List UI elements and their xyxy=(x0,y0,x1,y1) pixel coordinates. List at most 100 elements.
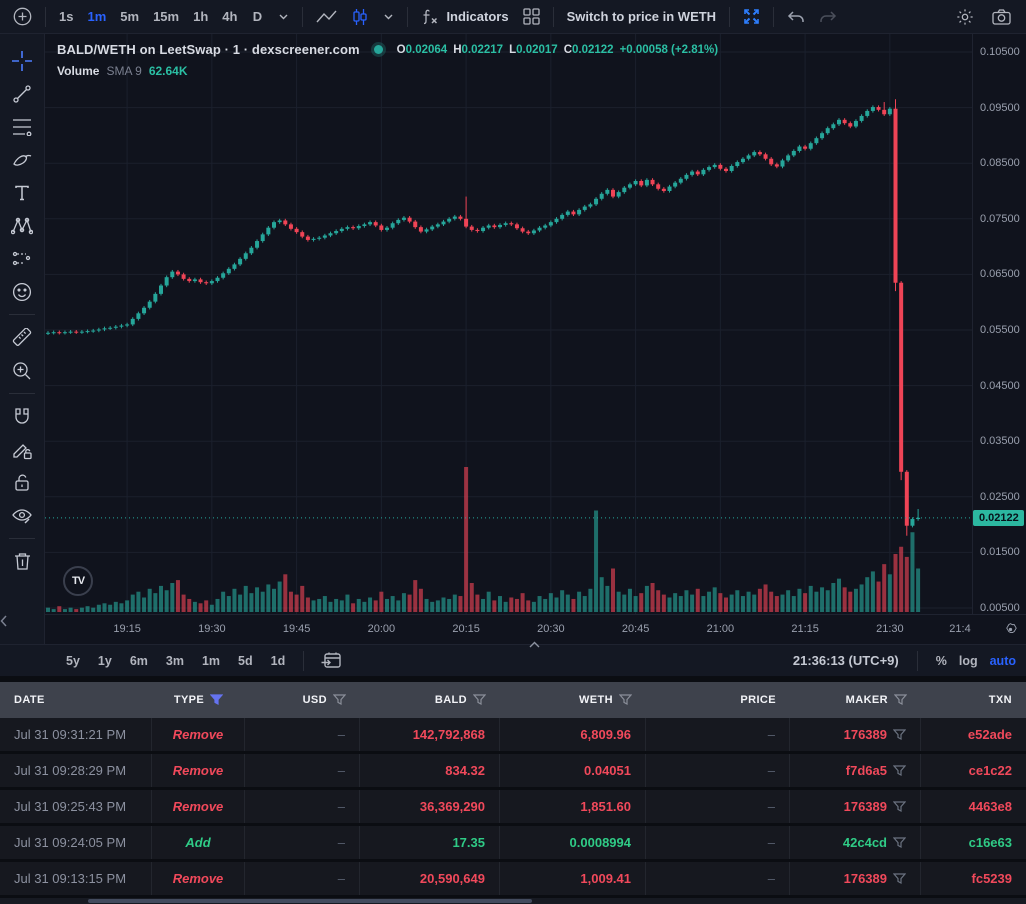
tradingview-logo[interactable]: TV xyxy=(63,566,93,596)
range-1y-button[interactable]: 1y xyxy=(97,653,112,668)
filter-funnel-icon[interactable] xyxy=(893,764,906,777)
timeframe-D[interactable]: D xyxy=(252,9,263,24)
percent-scale-button[interactable]: % xyxy=(935,653,947,668)
filter-funnel-icon[interactable] xyxy=(894,694,907,706)
column-header-bald[interactable]: BALD xyxy=(360,682,500,718)
go-to-date-button[interactable] xyxy=(314,648,348,674)
column-header-usd[interactable]: USD xyxy=(245,682,360,718)
range-5d-button[interactable]: 5d xyxy=(238,653,253,668)
price-axis-label: 0.01500 xyxy=(980,546,1020,559)
transactions-table: DATE TYPE USD BALD WETH PRICE MAKER TXN Jul 31 … xyxy=(0,677,1026,904)
ruler-tool[interactable] xyxy=(5,321,39,354)
column-header-type[interactable]: TYPE xyxy=(152,682,245,718)
table-row[interactable]: Jul 31 09:13:15 PM Remove – 20,590,649 1,009… xyxy=(0,862,1026,895)
filter-funnel-icon[interactable] xyxy=(893,872,906,885)
price-axis[interactable]: 0.10500 0.09500 0.08500 0.07500 0.06500 0.055… xyxy=(972,34,1026,614)
session-clock[interactable]: 21:36:13 (UTC+9) xyxy=(792,653,899,668)
chart-style-menu-button[interactable] xyxy=(375,4,401,30)
log-scale-button[interactable]: log xyxy=(958,653,978,668)
filter-funnel-icon[interactable] xyxy=(619,694,632,706)
range-1m-button[interactable]: 1m xyxy=(201,653,221,668)
emoji-tool[interactable] xyxy=(5,275,39,308)
cell-price: – xyxy=(767,871,775,886)
range-5y-button[interactable]: 5y xyxy=(66,653,80,668)
indicators-button[interactable]: Indicators xyxy=(414,4,515,30)
hide-drawings-tool[interactable] xyxy=(5,499,39,532)
chart-style-line-button[interactable] xyxy=(309,4,345,30)
time-axis[interactable]: 19:15 19:30 19:45 20:00 20:15 20:30 20:45 21:00… xyxy=(45,614,1026,644)
column-label: TXN xyxy=(988,694,1012,706)
fullscreen-button[interactable] xyxy=(736,4,767,30)
indicator-name: Volume xyxy=(57,64,100,78)
table-row[interactable]: Jul 31 09:31:21 PM Remove – 142,792,868 6,80… xyxy=(0,718,1026,751)
column-header-price[interactable]: PRICE xyxy=(646,682,790,718)
cell-txn[interactable]: e52ade xyxy=(967,727,1012,742)
trend-line-tool[interactable] xyxy=(5,77,39,110)
zoom-in-tool[interactable] xyxy=(5,354,39,387)
scroll-left-chevron[interactable] xyxy=(0,610,10,632)
timeframe-1m[interactable]: 1m xyxy=(87,9,107,24)
layout-grid-button[interactable] xyxy=(516,4,547,30)
column-header-weth[interactable]: WETH xyxy=(500,682,646,718)
timeframe-1s[interactable]: 1s xyxy=(59,9,74,24)
table-row[interactable]: Jul 31 09:28:29 PM Remove – 834.32 0.04051 – f… xyxy=(0,754,1026,787)
redo-button[interactable] xyxy=(812,4,844,30)
sidebar-divider xyxy=(9,393,35,394)
cell-txn[interactable]: 4463e8 xyxy=(968,799,1012,814)
time-axis-label: 20:45 xyxy=(621,623,650,635)
text-tool[interactable] xyxy=(5,176,39,209)
axis-settings-gear-icon[interactable] xyxy=(1003,622,1018,637)
column-header-maker[interactable]: MAKER xyxy=(790,682,921,718)
filter-funnel-icon[interactable] xyxy=(893,836,906,849)
xabcd-pattern-tool[interactable] xyxy=(5,209,39,242)
timeframe-5m[interactable]: 5m xyxy=(120,9,140,24)
timeframe-15m[interactable]: 15m xyxy=(153,9,180,24)
auto-scale-button[interactable]: auto xyxy=(989,653,1016,668)
chevron-down-icon xyxy=(384,14,393,19)
range-1d-button[interactable]: 1d xyxy=(270,653,286,668)
symbol-title[interactable]: BALD/WETH on LeetSwap · 1 · dexscreener.… xyxy=(57,42,360,57)
range-6m-button[interactable]: 6m xyxy=(129,653,148,668)
snapshot-button[interactable] xyxy=(985,4,1018,30)
crosshair-tool[interactable] xyxy=(5,44,39,77)
filter-funnel-icon[interactable] xyxy=(473,694,486,706)
brush-tool[interactable] xyxy=(5,143,39,176)
cell-txn[interactable]: fc5239 xyxy=(971,871,1012,886)
filter-funnel-icon[interactable] xyxy=(210,694,224,706)
chart-style-candles-button[interactable] xyxy=(345,4,375,30)
pane-resize-handle[interactable] xyxy=(529,641,540,648)
timeframe-menu-button[interactable] xyxy=(270,4,296,30)
filter-funnel-icon[interactable] xyxy=(893,728,906,741)
table-row[interactable]: Jul 31 09:24:05 PM Add – 17.35 0.0008994 – 42c… xyxy=(0,826,1026,859)
current-price-badge: 0.02122 xyxy=(973,509,1024,526)
timeframe-1h[interactable]: 1h xyxy=(193,9,209,24)
undo-button[interactable] xyxy=(780,4,812,30)
cell-type: Remove xyxy=(172,763,224,778)
range-3m-button[interactable]: 3m xyxy=(165,653,184,668)
filter-funnel-icon[interactable] xyxy=(893,800,906,813)
draw-lock-toggle[interactable] xyxy=(5,433,39,466)
column-header-txn[interactable]: TXN xyxy=(921,682,1026,718)
cell-txn[interactable]: ce1c22 xyxy=(968,763,1012,778)
add-symbol-button[interactable] xyxy=(6,4,39,30)
toolbar-divider xyxy=(552,6,554,27)
lock-all-tool[interactable] xyxy=(5,466,39,499)
filter-funnel-icon[interactable] xyxy=(333,694,346,706)
column-header-date[interactable]: DATE xyxy=(0,682,152,718)
candlestick-chart[interactable] xyxy=(45,34,972,614)
projection-tool[interactable] xyxy=(5,242,39,275)
chart-pane[interactable]: BALD/WETH on LeetSwap · 1 · dexscreener.… xyxy=(45,34,972,614)
price-axis-label: 0.04500 xyxy=(980,379,1020,392)
chevron-down-icon xyxy=(279,14,288,19)
volume-indicator-legend[interactable]: Volume SMA 9 62.64K xyxy=(57,64,188,78)
switch-quote-button[interactable]: Switch to price in WETH xyxy=(560,4,724,30)
chart-settings-button[interactable] xyxy=(949,4,981,30)
table-row[interactable]: Jul 31 09:25:43 PM Remove – 36,369,290 1,851… xyxy=(0,790,1026,823)
magnet-tool[interactable] xyxy=(5,400,39,433)
cell-txn[interactable]: c16e63 xyxy=(968,835,1012,850)
timeframe-4h[interactable]: 4h xyxy=(222,9,238,24)
scrollbar-thumb[interactable] xyxy=(88,899,532,903)
horizontal-scrollbar[interactable] xyxy=(0,898,1026,904)
remove-drawings-tool[interactable] xyxy=(5,545,39,578)
fib-retracement-tool[interactable] xyxy=(5,110,39,143)
